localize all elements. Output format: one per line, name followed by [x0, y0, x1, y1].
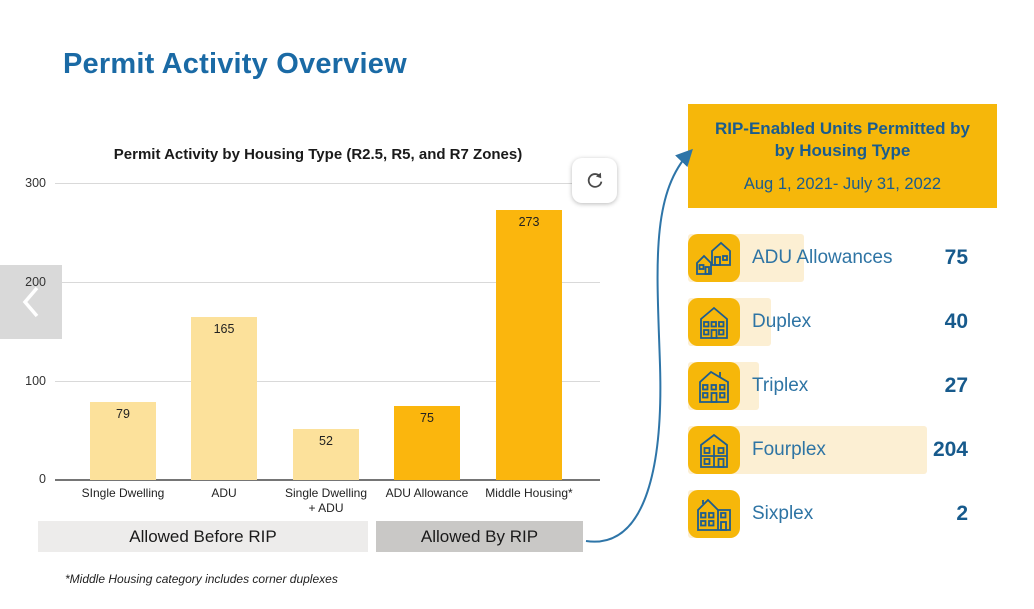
bar-single-dwelling-plus-adu[interactable]: 52 — [293, 429, 359, 480]
x-label-adu-allowance: ADU Allowance — [385, 486, 469, 500]
x-label-single-dwelling-plus-adu: Single Dwelling + ADU — [284, 486, 368, 515]
bar-middle-housing[interactable]: 273 — [496, 210, 562, 480]
y-tick-100: 100 — [25, 374, 46, 388]
chart-footnote: *Middle Housing category includes corner… — [65, 572, 338, 586]
list-item-label: Fourplex — [752, 439, 826, 460]
refresh-icon — [585, 171, 605, 191]
group-label-allowed-by-rip: Allowed By RIP — [376, 521, 583, 552]
y-tick-300: 300 — [25, 176, 46, 190]
list-item-label: Duplex — [752, 311, 812, 332]
bar-adu-allowance[interactable]: 75 — [394, 406, 460, 480]
x-label-middle-housing: Middle Housing* — [485, 486, 573, 500]
list-item-triplex: Triplex 27 — [688, 362, 968, 410]
adu-houses-icon — [688, 234, 740, 282]
list-item-label: ADU Allowances — [752, 247, 893, 268]
group-label-allowed-before-rip: Allowed Before RIP — [38, 521, 368, 552]
triplex-house-icon — [688, 362, 740, 410]
rip-panel-title-line2: by Housing Type — [774, 141, 911, 160]
chevron-left-icon — [18, 282, 44, 322]
list-item-label: Sixplex — [752, 503, 814, 524]
list-item-fourplex: Fourplex 204 — [688, 426, 968, 474]
list-item-value: 27 — [944, 374, 968, 397]
list-item-value: 40 — [944, 310, 968, 333]
bar-adu[interactable]: 165 — [191, 317, 257, 480]
duplex-house-icon — [688, 298, 740, 346]
list-item-value: 204 — [932, 438, 968, 461]
x-axis-line — [55, 479, 600, 481]
list-item-duplex: Duplex 40 — [688, 298, 968, 346]
page-title: Permit Activity Overview — [63, 48, 407, 80]
bar-value: 273 — [518, 215, 540, 229]
x-label-adu: ADU — [211, 486, 237, 500]
bar-value: 79 — [116, 407, 130, 421]
y-tick-0: 0 — [39, 472, 46, 486]
rip-panel-header: RIP-Enabled Units Permitted by by Housin… — [688, 104, 997, 208]
y-tick-200: 200 — [25, 275, 46, 289]
gridline-200 — [55, 282, 600, 283]
sixplex-house-icon — [688, 490, 740, 538]
rip-panel-title-line1: RIP-Enabled Units Permitted by — [714, 119, 971, 138]
previous-slide-button[interactable] — [0, 265, 62, 339]
bar-value: 75 — [420, 411, 434, 425]
rip-panel-title: RIP-Enabled Units Permitted by by Housin… — [715, 118, 970, 162]
list-item-sixplex: Sixplex 2 — [688, 490, 968, 538]
list-item-label: Triplex — [752, 375, 809, 396]
refresh-button[interactable] — [572, 158, 617, 203]
bar-value: 165 — [213, 322, 235, 336]
chart-title: Permit Activity by Housing Type (R2.5, R… — [113, 146, 523, 163]
gridline-300 — [55, 183, 600, 184]
x-label-single-dwelling: SIngle Dwelling — [81, 486, 165, 500]
bar-single-dwelling[interactable]: 79 — [90, 402, 156, 480]
fourplex-house-icon — [688, 426, 740, 474]
gridline-100 — [55, 381, 600, 382]
list-item-adu-allowances: ADU Allowances 75 — [688, 234, 968, 282]
bar-value: 52 — [319, 434, 333, 448]
rip-panel-date-range: Aug 1, 2021- July 31, 2022 — [743, 175, 942, 193]
list-item-value: 75 — [944, 246, 968, 269]
list-item-value: 2 — [956, 502, 968, 525]
